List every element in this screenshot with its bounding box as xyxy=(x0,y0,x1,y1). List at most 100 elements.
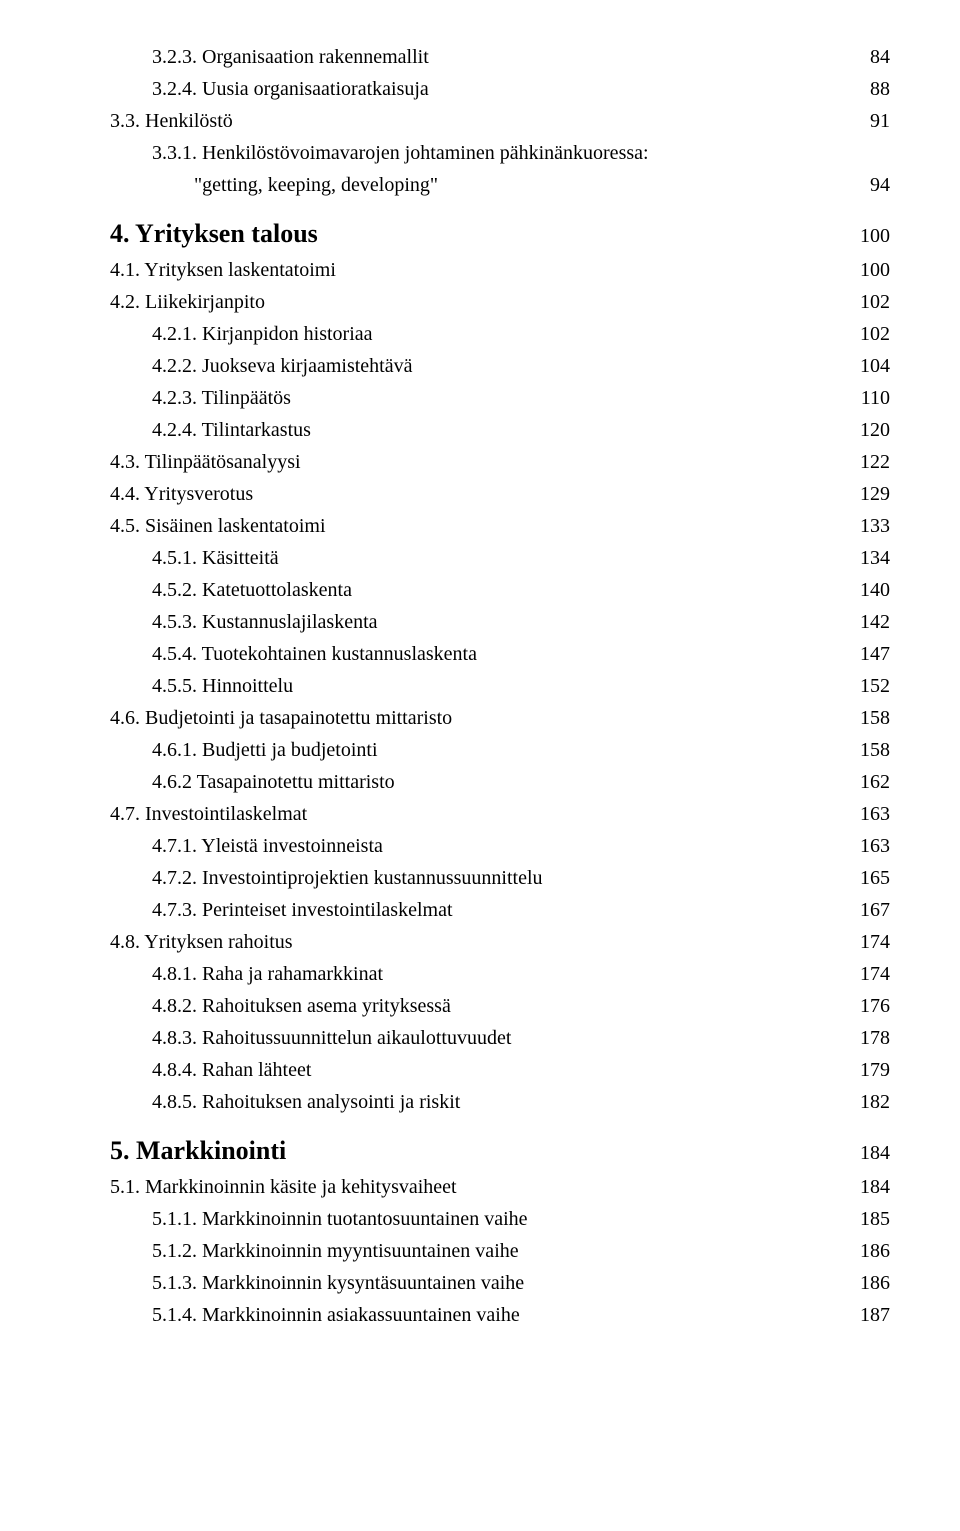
toc-entry: 5.1. Markkinoinnin käsite ja kehitysvaih… xyxy=(110,1172,890,1202)
toc-chapter: 5. Markkinointi 184 xyxy=(110,1131,890,1170)
toc-label: 5.1.3. Markkinoinnin kysyntäsuuntainen v… xyxy=(152,1268,524,1298)
toc-entry: 4.5. Sisäinen laskentatoimi133 xyxy=(110,511,890,541)
toc-label: 4.7.1. Yleistä investoinneista xyxy=(152,831,383,861)
toc-label: 4.4. Yritysverotus xyxy=(110,479,253,509)
toc-label: 4.7. Investointilaskelmat xyxy=(110,799,307,829)
toc-entry: 4.8. Yrityksen rahoitus 174 xyxy=(110,927,890,957)
toc-page-number: 142 xyxy=(860,607,890,637)
toc-entry: 4.2.2. Juokseva kirjaamistehtävä 104 xyxy=(110,351,890,381)
toc-page-number: 102 xyxy=(860,287,890,317)
toc-entry: 4.7. Investointilaskelmat 163 xyxy=(110,799,890,829)
toc-label: 5. Markkinointi xyxy=(110,1131,286,1170)
toc-entry: 3.2.4. Uusia organisaatioratkaisuja 88 xyxy=(110,74,890,104)
toc-entry: 4.7.2. Investointiprojektien kustannussu… xyxy=(110,863,890,893)
toc-entry: 4.8.5. Rahoituksen analysointi ja riskit… xyxy=(110,1087,890,1117)
toc-page-number: 163 xyxy=(860,831,890,861)
toc-page-number: 133 xyxy=(860,511,890,541)
toc-label: 4.2.3. Tilinpäätös xyxy=(152,383,291,413)
toc-page-number: 134 xyxy=(860,543,890,573)
toc-label: 4.2.1. Kirjanpidon historiaa xyxy=(152,319,373,349)
toc-label: "getting, keeping, developing" xyxy=(194,170,438,200)
toc-entry: 4.8.2. Rahoituksen asema yrityksessä176 xyxy=(110,991,890,1021)
toc-page-number: 88 xyxy=(870,74,890,104)
toc-entry: 5.1.1. Markkinoinnin tuotantosuuntainen … xyxy=(110,1204,890,1234)
toc-page-number: 152 xyxy=(860,671,890,701)
toc-label: 4.3. Tilinpäätösanalyysi xyxy=(110,447,301,477)
toc-entry: 4.8.3. Rahoitussuunnittelun aikaulottuvu… xyxy=(110,1023,890,1053)
toc-page-number: 104 xyxy=(860,351,890,381)
toc-entry: 4.7.3. Perinteiset investointilaskelmat 1… xyxy=(110,895,890,925)
toc-page-number: 163 xyxy=(860,799,890,829)
toc-entry: 4.3. Tilinpäätösanalyysi 122 xyxy=(110,447,890,477)
toc-page-number: 186 xyxy=(860,1268,890,1298)
toc-label: 4.5.1. Käsitteitä xyxy=(152,543,279,573)
toc-entry: 5.1.4. Markkinoinnin asiakassuuntainen v… xyxy=(110,1300,890,1330)
toc-page-number: 140 xyxy=(860,575,890,605)
toc-page-number: 162 xyxy=(860,767,890,797)
toc-label: 3.3.1. Henkilöstövoimavarojen johtaminen… xyxy=(152,138,649,168)
toc-entry: 5.1.2. Markkinoinnin myyntisuuntainen va… xyxy=(110,1236,890,1266)
toc-page-number: 174 xyxy=(860,959,890,989)
toc-entry: 4.5.2. Katetuottolaskenta 140 xyxy=(110,575,890,605)
toc-label: 4.6.1. Budjetti ja budjetointi xyxy=(152,735,378,765)
toc-page-number: 129 xyxy=(860,479,890,509)
toc-entry: 4.5.5. Hinnoittelu 152 xyxy=(110,671,890,701)
table-of-contents: 3.2.3. Organisaation rakennemallit843.2.… xyxy=(110,42,890,1330)
toc-entry: 4.6.2 Tasapainotettu mittaristo 162 xyxy=(110,767,890,797)
toc-label: 4.8.2. Rahoituksen asema yrityksessä xyxy=(152,991,451,1021)
toc-label: 3.2.3. Organisaation rakennemallit xyxy=(152,42,429,72)
toc-entry: 4.2.4. Tilintarkastus 120 xyxy=(110,415,890,445)
toc-page-number: 186 xyxy=(860,1236,890,1266)
toc-entry: 4.8.1. Raha ja rahamarkkinat174 xyxy=(110,959,890,989)
toc-page-number: 100 xyxy=(860,221,890,251)
toc-page-number: 182 xyxy=(860,1087,890,1117)
toc-label: 5.1.1. Markkinoinnin tuotantosuuntainen … xyxy=(152,1204,528,1234)
toc-page-number: 94 xyxy=(870,170,890,200)
toc-entry: "getting, keeping, developing" 94 xyxy=(110,170,890,200)
toc-label: 4.6. Budjetointi ja tasapainotettu mitta… xyxy=(110,703,452,733)
toc-entry: 3.2.3. Organisaation rakennemallit84 xyxy=(110,42,890,72)
toc-label: 4.5.2. Katetuottolaskenta xyxy=(152,575,352,605)
toc-page-number: 102 xyxy=(860,319,890,349)
toc-page-number: 158 xyxy=(860,703,890,733)
toc-page-number: 110 xyxy=(861,383,890,413)
toc-entry: 4.2.3. Tilinpäätös 110 xyxy=(110,383,890,413)
toc-page-number: 122 xyxy=(860,447,890,477)
toc-page-number: 165 xyxy=(860,863,890,893)
toc-entry: 4.5.3. Kustannuslajilaskenta 142 xyxy=(110,607,890,637)
toc-entry: 4.2. Liikekirjanpito 102 xyxy=(110,287,890,317)
toc-entry: 4.5.1. Käsitteitä 134 xyxy=(110,543,890,573)
toc-entry: 4.1. Yrityksen laskentatoimi100 xyxy=(110,255,890,285)
toc-label: 4.5.4. Tuotekohtainen kustannuslaskenta xyxy=(152,639,477,669)
toc-entry: 5.1.3. Markkinoinnin kysyntäsuuntainen v… xyxy=(110,1268,890,1298)
toc-page-number: 120 xyxy=(860,415,890,445)
toc-label: 4.2. Liikekirjanpito xyxy=(110,287,265,317)
toc-label: 4.2.4. Tilintarkastus xyxy=(152,415,311,445)
toc-page-number: 179 xyxy=(860,1055,890,1085)
toc-page-number: 178 xyxy=(860,1023,890,1053)
toc-page-number: 187 xyxy=(860,1300,890,1330)
toc-label: 4.8.3. Rahoitussuunnittelun aikaulottuvu… xyxy=(152,1023,511,1053)
toc-label: 4.7.3. Perinteiset investointilaskelmat xyxy=(152,895,453,925)
toc-page-number: 100 xyxy=(860,255,890,285)
toc-page-number: 184 xyxy=(860,1138,890,1168)
toc-label: 4.8. Yrityksen rahoitus xyxy=(110,927,293,957)
toc-label: 4.5.5. Hinnoittelu xyxy=(152,671,293,701)
toc-chapter: 4. Yrityksen talous100 xyxy=(110,214,890,253)
toc-label: 4.7.2. Investointiprojektien kustannussu… xyxy=(152,863,543,893)
toc-page-number: 167 xyxy=(860,895,890,925)
toc-label: 3.2.4. Uusia organisaatioratkaisuja xyxy=(152,74,429,104)
toc-entry: 4.6. Budjetointi ja tasapainotettu mitta… xyxy=(110,703,890,733)
toc-label: 5.1. Markkinoinnin käsite ja kehitysvaih… xyxy=(110,1172,457,1202)
toc-entry: 3.3.1. Henkilöstövoimavarojen johtaminen… xyxy=(110,138,890,168)
toc-entry: 4.7.1. Yleistä investoinneista 163 xyxy=(110,831,890,861)
toc-page-number: 91 xyxy=(870,106,890,136)
toc-entry: 4.4. Yritysverotus 129 xyxy=(110,479,890,509)
toc-page-number: 158 xyxy=(860,735,890,765)
toc-page-number: 174 xyxy=(860,927,890,957)
toc-label: 5.1.4. Markkinoinnin asiakassuuntainen v… xyxy=(152,1300,520,1330)
toc-entry: 4.8.4. Rahan lähteet179 xyxy=(110,1055,890,1085)
toc-label: 4.6.2 Tasapainotettu mittaristo xyxy=(152,767,395,797)
toc-label: 4.5.3. Kustannuslajilaskenta xyxy=(152,607,378,637)
toc-label: 4.2.2. Juokseva kirjaamistehtävä xyxy=(152,351,413,381)
